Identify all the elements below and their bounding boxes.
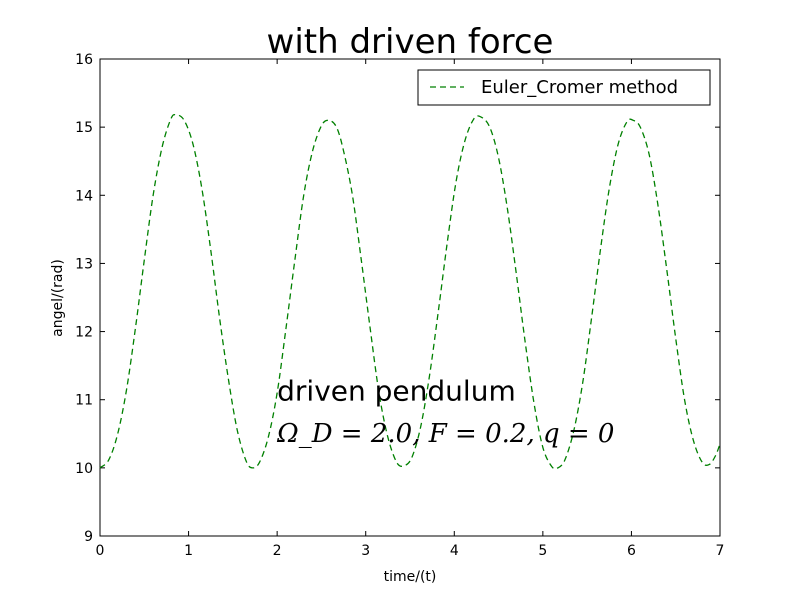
y-tick-label: 9 <box>84 529 93 545</box>
y-tick-label: 15 <box>75 120 93 136</box>
x-tick-label: 3 <box>361 543 370 559</box>
x-tick-label: 5 <box>538 543 547 559</box>
legend-label: Euler_Cromer method <box>481 77 678 98</box>
plot-frame <box>99 58 721 537</box>
legend: Euler_Cromer method <box>417 69 711 106</box>
x-tick-label: 6 <box>627 543 636 559</box>
annotation-title: driven pendulum <box>277 375 516 408</box>
x-axis-label: time/(t) <box>384 569 437 585</box>
series-lines <box>99 113 721 470</box>
series-line-0 <box>99 113 721 470</box>
x-tick-label: 4 <box>450 543 459 559</box>
annotation-params: Ω_D = 2.0, F = 0.2, q = 0 <box>276 419 614 449</box>
annotations: driven pendulum Ω_D = 2.0, F = 0.2, q = 0 <box>276 375 614 449</box>
x-tick-label: 0 <box>96 543 105 559</box>
legend-box <box>417 69 711 106</box>
x-tick-label: 2 <box>273 543 282 559</box>
x-tick-label: 7 <box>716 543 725 559</box>
y-tick-label: 16 <box>75 52 93 68</box>
y-tick-label: 12 <box>75 325 93 341</box>
chart-title: with driven force <box>267 22 554 62</box>
y-tick-label: 13 <box>75 256 93 272</box>
y-tick-label: 14 <box>75 188 93 204</box>
y-axis-label: angel/(rad) <box>50 259 66 337</box>
x-tick-label: 1 <box>184 543 193 559</box>
y-tick-label: 11 <box>75 393 93 409</box>
y-tick-label: 10 <box>75 461 93 477</box>
